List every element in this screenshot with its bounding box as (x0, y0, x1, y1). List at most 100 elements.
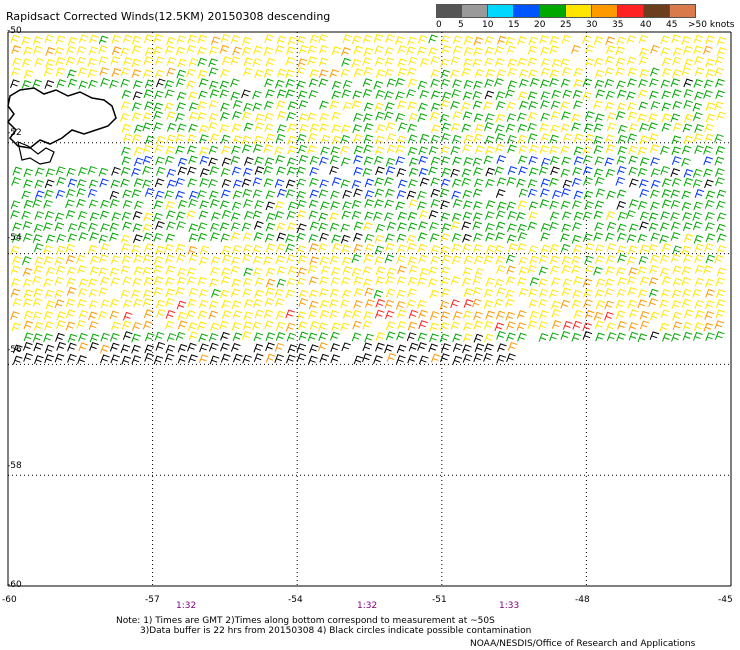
wind-barb (243, 102, 253, 112)
wind-barb (615, 299, 626, 309)
legend-label: >50 knots (688, 20, 735, 30)
wind-barb (528, 245, 538, 255)
wind-barb (605, 144, 616, 153)
wind-barb (637, 146, 648, 156)
wind-barb (461, 67, 472, 77)
wind-barb (705, 211, 715, 221)
wind-barb (681, 266, 692, 275)
wind-barb (430, 255, 440, 265)
wind-barb (220, 276, 231, 285)
wind-barb (55, 35, 66, 45)
wind-barb (430, 102, 441, 112)
wind-barb (573, 67, 584, 77)
wind-barb (287, 36, 298, 46)
wind-barb (166, 210, 176, 220)
wind-barb (232, 310, 243, 320)
wind-barb (562, 320, 573, 330)
wind-barb (44, 179, 55, 189)
wind-barb (452, 343, 463, 352)
wind-barb (703, 168, 713, 178)
wind-barb (340, 145, 350, 155)
latitude-label: -56 (7, 345, 22, 355)
wind-barb (11, 45, 21, 54)
wind-barb (396, 255, 406, 264)
wind-barb (364, 190, 375, 199)
wind-barb (221, 145, 231, 155)
wind-barb (715, 78, 725, 88)
wind-barb (264, 112, 274, 122)
wind-barb (507, 67, 518, 77)
wind-barb (384, 299, 395, 309)
wind-barb (153, 212, 163, 222)
wind-barb (549, 200, 559, 210)
wind-barb (78, 332, 88, 342)
wind-barb (44, 80, 55, 89)
wind-barb (197, 310, 208, 320)
wind-barb (671, 135, 682, 145)
wind-barb (693, 331, 703, 341)
wind-barb (561, 223, 571, 233)
wind-barb (320, 134, 331, 144)
credit-line: NOAA/NESDIS/Office of Research and Appli… (470, 639, 696, 649)
wind-barb (639, 135, 650, 145)
wind-barb (209, 89, 220, 98)
wind-barb (660, 79, 671, 89)
wind-barb (110, 179, 121, 189)
wind-barb (715, 289, 726, 298)
wind-barb (408, 112, 419, 122)
wind-barb (133, 157, 144, 167)
wind-barb (308, 310, 318, 320)
wind-barb (362, 320, 373, 330)
wind-barb (220, 112, 230, 121)
wind-barb (199, 178, 210, 187)
wind-barb (330, 331, 340, 341)
wind-barb (285, 89, 295, 99)
wind-barb (594, 176, 605, 186)
wind-barb (472, 244, 483, 253)
wind-barb (43, 67, 54, 77)
wind-barb (319, 123, 329, 133)
wind-barb (374, 146, 385, 156)
wind-barb (561, 255, 572, 265)
wind-barb (265, 57, 276, 67)
wind-barb (593, 311, 604, 321)
wind-barb (275, 133, 286, 143)
wind-barb (121, 123, 132, 133)
wind-barb (89, 212, 100, 221)
wind-barb (408, 309, 419, 319)
wind-barb (528, 201, 539, 211)
wind-barb (363, 113, 373, 123)
wind-barb (496, 265, 506, 274)
wind-barb (562, 133, 573, 143)
wind-barb (241, 144, 252, 154)
wind-barb (419, 210, 429, 219)
wind-barb (626, 210, 636, 219)
wind-barb (153, 102, 164, 112)
wind-barb (241, 46, 252, 56)
wind-barb (473, 36, 484, 46)
wind-barb (176, 69, 187, 79)
wind-barb (561, 111, 571, 121)
wind-barb (10, 200, 21, 210)
wind-barb (419, 267, 430, 277)
wind-barb (694, 264, 705, 274)
wind-barb (353, 221, 364, 231)
wind-barb (373, 80, 383, 90)
wind-barb (78, 232, 89, 241)
wind-barb (583, 190, 594, 200)
wind-barb (505, 289, 515, 299)
wind-barb (518, 78, 529, 88)
wind-barb (320, 265, 331, 275)
wind-barb (296, 35, 307, 45)
wind-barb (98, 45, 108, 55)
wind-barb (384, 47, 395, 56)
wind-barb (716, 36, 727, 46)
wind-barb (484, 57, 494, 67)
wind-barb (495, 221, 506, 231)
wind-barb (110, 277, 121, 287)
wind-barb (230, 155, 241, 165)
wind-barb (472, 221, 483, 231)
wind-barb (176, 221, 186, 230)
wind-barb (78, 309, 89, 319)
wind-barb (648, 243, 658, 253)
